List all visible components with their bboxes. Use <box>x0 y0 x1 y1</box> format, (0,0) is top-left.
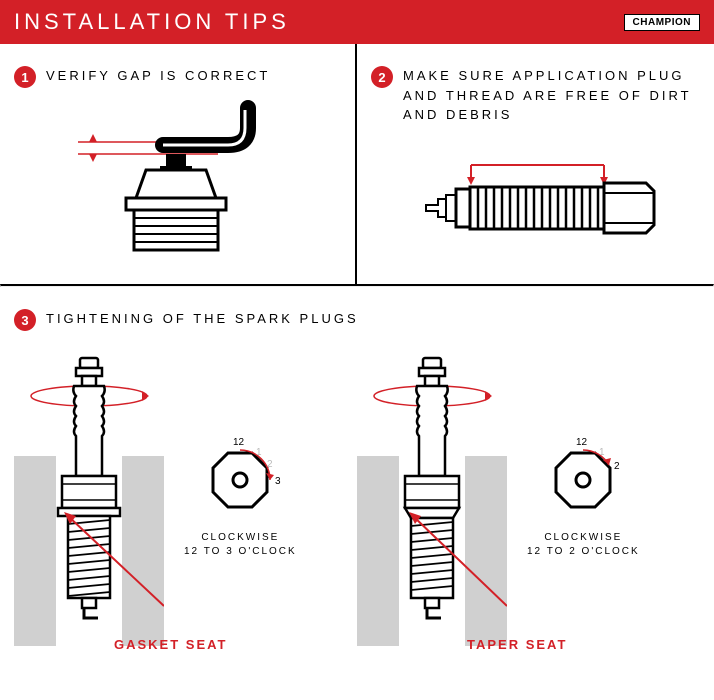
step-3-text: TIGHTENING OF THE SPARK PLUGS <box>46 309 359 329</box>
step-1-cell: 1 VERIFY GAP IS CORRECT <box>0 44 357 284</box>
step-2-text: MAKE SURE APPLICATION PLUG AND THREAD AR… <box>403 66 700 125</box>
gasket-dial-col: 12 1 2 3 CLOCKWISE 12 TO 3 O'CLOCK <box>184 433 297 559</box>
brand-badge: CHAMPION <box>624 14 700 31</box>
taper-seat-label: TAPER SEAT <box>467 637 567 652</box>
step-2-cell: 2 MAKE SURE APPLICATION PLUG AND THREAD … <box>357 44 714 284</box>
step-1-head: 1 VERIFY GAP IS CORRECT <box>14 66 341 88</box>
taper-dial: 12 1 2 <box>538 433 628 523</box>
header-bar: INSTALLATION TIPS CHAMPION <box>0 0 714 44</box>
taper-seat-group: 12 1 2 CLOCKWISE 12 TO 2 O'CLOCK TAPER S… <box>357 346 700 646</box>
page-title: INSTALLATION TIPS <box>14 9 290 35</box>
step-2-head: 2 MAKE SURE APPLICATION PLUG AND THREAD … <box>371 66 700 125</box>
thread-diagram <box>386 135 686 275</box>
gap-diagram <box>48 98 308 258</box>
step-3-badge: 3 <box>14 309 36 331</box>
gasket-seat-group: 12 1 2 3 CLOCKWISE 12 TO 3 O'CLOCK GASKE… <box>14 346 357 646</box>
tightening-row: 12 1 2 3 CLOCKWISE 12 TO 3 O'CLOCK GASKE… <box>14 346 700 646</box>
taper-clock-2: 2 <box>614 461 620 472</box>
step-1-text: VERIFY GAP IS CORRECT <box>46 66 270 86</box>
gasket-dial-l2: 12 TO 3 O'CLOCK <box>184 546 297 557</box>
gasket-dial: 12 1 2 3 <box>195 433 285 523</box>
taper-plug-illustration <box>357 346 507 646</box>
step-2-illustration <box>371 135 700 275</box>
clock-3: 3 <box>275 476 281 487</box>
taper-dial-label: CLOCKWISE 12 TO 2 O'CLOCK <box>527 531 640 559</box>
taper-dial-l2: 12 TO 2 O'CLOCK <box>527 546 640 557</box>
step-1-illustration <box>14 98 341 258</box>
step-2-badge: 2 <box>371 66 393 88</box>
gasket-seat-label: GASKET SEAT <box>114 637 228 652</box>
step-1-badge: 1 <box>14 66 36 88</box>
taper-dial-col: 12 1 2 CLOCKWISE 12 TO 2 O'CLOCK <box>527 433 640 559</box>
step-3-cell: 3 TIGHTENING OF THE SPARK PLUGS <box>0 287 714 656</box>
clock-2-faded: 2 <box>267 459 273 470</box>
gasket-dial-label: CLOCKWISE 12 TO 3 O'CLOCK <box>184 531 297 559</box>
top-row: 1 VERIFY GAP IS CORRECT <box>0 44 714 284</box>
taper-dial-l1: CLOCKWISE <box>544 532 622 543</box>
taper-clock-1-faded: 1 <box>599 447 605 458</box>
clock-12: 12 <box>233 437 245 448</box>
gasket-plug-illustration <box>14 346 164 646</box>
step-3-head: 3 TIGHTENING OF THE SPARK PLUGS <box>14 309 700 331</box>
clock-1-faded: 1 <box>256 447 262 458</box>
gasket-dial-l1: CLOCKWISE <box>201 532 279 543</box>
taper-clock-12: 12 <box>576 437 588 448</box>
